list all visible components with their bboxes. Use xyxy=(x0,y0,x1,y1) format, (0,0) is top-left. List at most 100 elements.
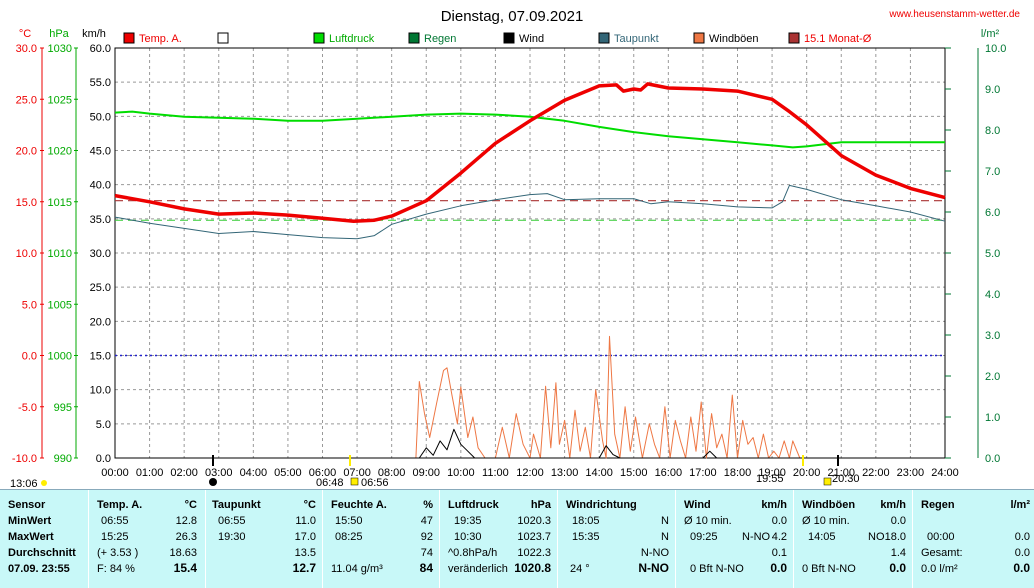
rain-tick: 10.0 xyxy=(985,43,1006,55)
legend-label: Regen xyxy=(424,33,456,45)
wind-unit: km/h xyxy=(761,499,787,511)
rain-tick: 2.0 xyxy=(985,371,1000,383)
humidity-min-time: 15:50 xyxy=(335,515,363,527)
legend-label: Windböen xyxy=(709,33,759,45)
time-tick: 21:00 xyxy=(827,467,855,479)
legend-swatch xyxy=(598,32,610,44)
luftdruck-line xyxy=(114,110,945,149)
hpa-tick: 1005 xyxy=(48,299,72,311)
celsius-tick: 10.0 xyxy=(16,248,37,260)
legend-label: Temp. A. xyxy=(139,33,182,45)
taupunkt-line xyxy=(114,184,946,240)
wind-direction-column: Windrichtung 18:05 N 15:35 N N-NO 24 ° N… xyxy=(558,490,676,588)
pressure-unit: hPa xyxy=(530,499,551,511)
kmh-tick: 25.0 xyxy=(90,282,111,294)
kmh-tick: 55.0 xyxy=(90,77,111,89)
wind-direction-current: N-NO xyxy=(638,561,669,575)
pressure-min: 1020.3 xyxy=(517,515,551,527)
dewpoint-column: Taupunkt °C 06:55 11.0 19:30 17.0 13.5 1… xyxy=(206,490,323,588)
wind-column: Wind km/h Ø 10 min. 0.0 09:25 N-NO 4.2 0… xyxy=(676,490,794,588)
time-tick: 00:00 xyxy=(101,467,129,479)
row-label-max: MaxWert xyxy=(8,531,54,543)
celsius-unit: °C xyxy=(19,28,31,40)
wind-max-dir: N-NO xyxy=(742,531,771,543)
wind-direction-avg: N-NO xyxy=(640,547,669,559)
time-tick: 20:00 xyxy=(793,467,821,479)
pressure-trend: ^0.8hPa/h xyxy=(448,547,498,559)
legend-label: Taupunkt xyxy=(614,33,659,45)
time-tick: 02:00 xyxy=(170,467,198,479)
celsius-tick: -10.0 xyxy=(12,453,37,465)
humidity-avg: 74 xyxy=(420,547,433,559)
rain-unit: l/m² xyxy=(981,28,1000,40)
time-tick: 03:00 xyxy=(205,467,233,479)
wind-max-time: 09:25 xyxy=(690,531,718,543)
dewpoint-title: Taupunkt xyxy=(212,499,261,511)
time-tick: 17:00 xyxy=(689,467,717,479)
temp-min: 12.8 xyxy=(175,515,197,527)
time-tick: 07:00 xyxy=(343,467,371,479)
time-tick: 01:00 xyxy=(136,467,164,479)
kmh-tick: 20.0 xyxy=(90,316,111,328)
pressure-min-time: 19:35 xyxy=(454,515,482,527)
wind-avg: 0.1 xyxy=(771,547,787,559)
gust-max-time: 14:05 xyxy=(808,531,836,543)
legend-swatch xyxy=(313,32,325,44)
gust-min-label: Ø 10 min. xyxy=(802,515,850,527)
legend-swatch xyxy=(788,32,800,44)
wind-direction-max: N xyxy=(661,531,669,543)
time-tick: 06:00 xyxy=(309,467,337,479)
gust-bft: 0 Bft N-NO xyxy=(802,563,856,575)
legend-swatch xyxy=(693,32,705,44)
legend-swatch xyxy=(408,32,420,44)
sun-moon-time: 06:48 xyxy=(316,477,344,489)
humidity-max-time: 08:25 xyxy=(335,531,363,543)
gust-current: 0.0 xyxy=(889,561,906,575)
kmh-tick: 45.0 xyxy=(90,146,111,158)
stats-panel: Sensor MinWert MaxWert Durchschnitt 07.0… xyxy=(0,489,1034,588)
hpa-tick: 1025 xyxy=(48,94,72,106)
rain-min-time: 00:00 xyxy=(927,531,955,543)
rain-total: 0.0 xyxy=(1014,547,1030,559)
temp-feel: F: 84 % xyxy=(97,563,135,575)
legend-swatch xyxy=(217,32,229,44)
wind-bft: 0 Bft N-NO xyxy=(690,563,744,575)
pressure-avg: 1022.3 xyxy=(517,547,551,559)
celsius-tick: 5.0 xyxy=(22,299,37,311)
temp-a-line xyxy=(114,82,946,223)
rain-current: 0.0 xyxy=(1013,561,1030,575)
time-tick: 05:00 xyxy=(274,467,302,479)
rain-total-label: Gesamt: xyxy=(921,547,963,559)
time-tick: 13:00 xyxy=(551,467,579,479)
chart-legend: Temp. A. Luftdruck Regen Wind Taupunkt Windbö… xyxy=(123,32,872,45)
rain-tick: 4.0 xyxy=(985,289,1000,301)
gust-max: 18.0 xyxy=(884,531,906,543)
humidity-column: Feuchte A. % 15:50 47 08:25 92 74 11.04 … xyxy=(323,490,440,588)
time-tick: 18:00 xyxy=(724,467,752,479)
sunrise-icon xyxy=(350,477,359,486)
celsius-tick: 15.0 xyxy=(16,197,37,209)
legend-label: Luftdruck xyxy=(329,33,375,45)
gust-avg: 1.4 xyxy=(890,547,906,559)
rain-tick: 8.0 xyxy=(985,125,1000,137)
chart-series xyxy=(114,82,946,459)
celsius-tick: 0.0 xyxy=(22,351,37,363)
wind-line xyxy=(115,428,945,459)
wind-title: Wind xyxy=(684,499,711,511)
wind-direction-title: Windrichtung xyxy=(566,499,637,511)
kmh-unit: km/h xyxy=(82,28,106,40)
site-url[interactable]: www.heusenstamm-wetter.de xyxy=(888,9,1020,20)
dewpoint-max: 17.0 xyxy=(294,531,316,543)
rain-title: Regen xyxy=(921,499,955,511)
sun-moon-time: 06:56 xyxy=(361,477,389,489)
gust-title: Windböen xyxy=(802,499,856,511)
humidity-title: Feuchte A. xyxy=(331,499,387,511)
legend-swatch xyxy=(503,32,515,44)
hpa-unit: hPa xyxy=(49,28,69,40)
axis-labels: 30.0 25.0 20.0 15.0 10.0 5.0 0.0 -5.0 -10.0 1030 1… xyxy=(10,43,1006,489)
rain-tick: 9.0 xyxy=(985,84,1000,96)
time-tick: 12:00 xyxy=(516,467,544,479)
temp-title: Temp. A. xyxy=(97,499,143,511)
rain-min: 0.0 xyxy=(1014,531,1030,543)
hpa-tick: 990 xyxy=(54,453,72,465)
